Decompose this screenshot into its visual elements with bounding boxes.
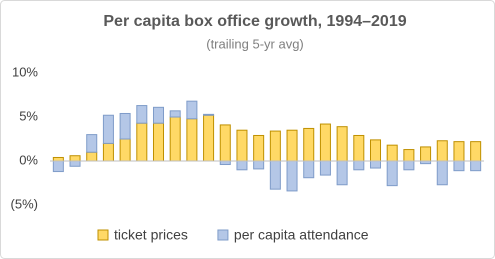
bar-segment	[119, 138, 131, 162]
bar-segment	[253, 134, 265, 162]
chart-subtitle: (trailing 5-yr avg)	[206, 36, 304, 51]
bar-segment	[436, 160, 448, 186]
y-tick-label: 5%	[19, 108, 38, 123]
bar-segment	[169, 116, 181, 162]
bar-segment	[319, 160, 331, 176]
bar-segment	[119, 112, 131, 140]
bar-segment	[386, 144, 398, 162]
bar-segment	[336, 160, 348, 186]
chart-title: Per capita box office growth, 1994–2019	[103, 13, 406, 30]
bar-segment	[102, 114, 114, 144]
bar-segment	[169, 110, 181, 118]
bar-segment	[69, 155, 81, 162]
bar-segment	[52, 156, 64, 162]
bar-segment	[319, 123, 331, 162]
bar-segment	[470, 160, 482, 172]
y-tick-label: 10%	[12, 64, 38, 79]
bar-segment	[269, 130, 281, 162]
bar-segment	[219, 160, 231, 166]
bar-segment	[269, 160, 281, 190]
bar-segment	[86, 151, 98, 162]
bar-segment	[52, 160, 64, 173]
bar-segment	[420, 146, 432, 162]
bar-segment	[286, 160, 298, 192]
bar-segment	[186, 100, 198, 120]
bar-segment	[102, 142, 114, 162]
y-tick-label: (5%)	[11, 196, 38, 211]
legend-swatch	[97, 229, 109, 241]
bar-segment	[453, 141, 465, 162]
bar-segment	[453, 160, 465, 172]
bar-segment	[152, 122, 165, 162]
legend-label: per capita attendance	[234, 227, 369, 243]
legend-swatch	[217, 229, 229, 241]
bar-segment	[303, 160, 315, 179]
bar-segment	[336, 126, 348, 162]
bar-segment	[436, 140, 448, 162]
bar-segment	[136, 122, 148, 162]
bar-segment	[286, 129, 298, 162]
bar-segment	[353, 160, 365, 171]
bar-segment	[403, 160, 415, 171]
bar-segment	[203, 113, 215, 116]
bar-segment	[236, 160, 248, 171]
bar-segment	[403, 149, 415, 162]
y-tick-label: 0%	[19, 152, 38, 167]
bar-segment	[186, 118, 198, 162]
bar-segment	[219, 124, 231, 162]
bar-segment	[136, 105, 148, 124]
bar-segment	[470, 141, 482, 162]
legend-label: ticket prices	[114, 227, 188, 243]
bar-segment	[69, 160, 81, 167]
bar-segment	[386, 160, 398, 187]
bar-segment	[253, 160, 265, 170]
bar-segment	[303, 127, 315, 162]
bar-segment	[353, 134, 365, 162]
bar-segment	[203, 114, 215, 162]
bar-segment	[369, 139, 382, 162]
bar-segment	[236, 129, 248, 162]
bar-segment	[152, 106, 165, 124]
bar-segment	[369, 160, 382, 169]
bar-segment	[86, 134, 98, 153]
